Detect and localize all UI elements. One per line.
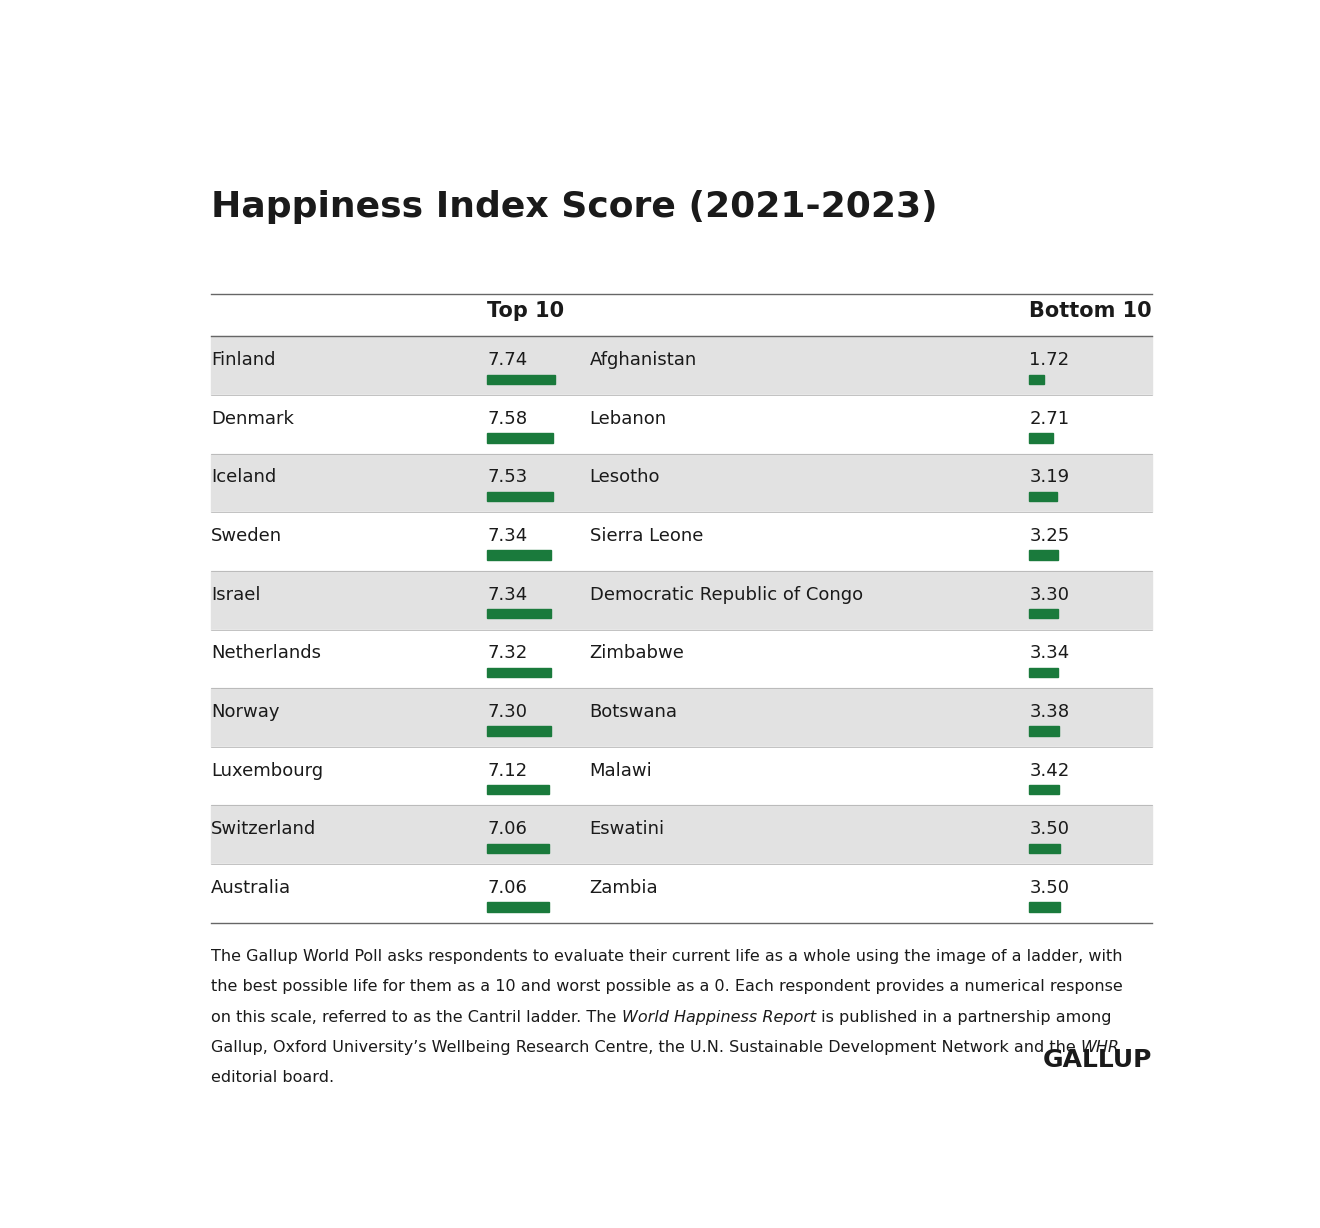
Text: Happiness Index Score (2021-2023): Happiness Index Score (2021-2023) bbox=[211, 190, 937, 223]
Text: Bottom 10: Bottom 10 bbox=[1030, 301, 1152, 321]
Text: Botswana: Botswana bbox=[590, 702, 677, 721]
Text: 7.34: 7.34 bbox=[487, 586, 528, 604]
Text: The Gallup World Poll asks respondents to evaluate their current life as a whole: The Gallup World Poll asks respondents t… bbox=[211, 949, 1122, 964]
Text: Switzerland: Switzerland bbox=[211, 820, 317, 839]
Text: editorial board.: editorial board. bbox=[211, 1071, 334, 1086]
Text: Norway: Norway bbox=[211, 702, 280, 721]
Text: Zambia: Zambia bbox=[590, 879, 659, 896]
Text: 3.50: 3.50 bbox=[1030, 879, 1069, 896]
Text: 7.06: 7.06 bbox=[487, 879, 527, 896]
Text: Gallup, Oxford University’s Wellbeing Research Centre, the U.N. Sustainable Deve: Gallup, Oxford University’s Wellbeing Re… bbox=[211, 1040, 1081, 1055]
Text: 3.25: 3.25 bbox=[1030, 527, 1069, 545]
Bar bbox=[1030, 785, 1059, 795]
Text: 2.71: 2.71 bbox=[1030, 410, 1069, 427]
Text: Democratic Republic of Congo: Democratic Republic of Congo bbox=[590, 586, 863, 604]
Text: Top 10: Top 10 bbox=[487, 301, 565, 321]
Bar bbox=[487, 433, 553, 442]
Text: Luxembourg: Luxembourg bbox=[211, 761, 323, 780]
Text: 7.53: 7.53 bbox=[487, 468, 528, 486]
Bar bbox=[1030, 491, 1057, 501]
Bar bbox=[487, 785, 549, 795]
Bar bbox=[1030, 844, 1060, 853]
Text: World Happiness Report: World Happiness Report bbox=[622, 1009, 816, 1024]
Bar bbox=[211, 865, 1152, 922]
Bar bbox=[487, 903, 549, 911]
Text: Sweden: Sweden bbox=[211, 527, 282, 545]
Text: Lesotho: Lesotho bbox=[590, 468, 660, 486]
Text: Australia: Australia bbox=[211, 879, 292, 896]
Text: 3.50: 3.50 bbox=[1030, 820, 1069, 839]
Text: 3.30: 3.30 bbox=[1030, 586, 1069, 604]
Bar bbox=[487, 726, 550, 736]
Bar bbox=[211, 336, 1152, 395]
Text: Netherlands: Netherlands bbox=[211, 645, 321, 662]
Text: Finland: Finland bbox=[211, 351, 276, 370]
Bar bbox=[1030, 726, 1059, 736]
Text: Lebanon: Lebanon bbox=[590, 410, 667, 427]
Bar bbox=[1030, 609, 1059, 619]
Text: WHR: WHR bbox=[1081, 1040, 1119, 1055]
Text: Afghanistan: Afghanistan bbox=[590, 351, 697, 370]
Text: 7.30: 7.30 bbox=[487, 702, 527, 721]
Bar bbox=[1030, 433, 1053, 442]
Text: 7.06: 7.06 bbox=[487, 820, 527, 839]
Bar bbox=[211, 453, 1152, 512]
Text: 7.74: 7.74 bbox=[487, 351, 528, 370]
Text: 7.34: 7.34 bbox=[487, 527, 528, 545]
Text: 7.32: 7.32 bbox=[487, 645, 528, 662]
Text: 1.72: 1.72 bbox=[1030, 351, 1069, 370]
Text: Sierra Leone: Sierra Leone bbox=[590, 527, 704, 545]
Bar bbox=[487, 491, 553, 501]
Text: the best possible life for them as a 10 and worst possible as a 0. Each responde: the best possible life for them as a 10 … bbox=[211, 980, 1123, 995]
Bar bbox=[487, 375, 554, 384]
Text: Iceland: Iceland bbox=[211, 468, 276, 486]
Bar bbox=[211, 395, 1152, 453]
Text: Israel: Israel bbox=[211, 586, 260, 604]
Bar bbox=[211, 688, 1152, 747]
Text: is published in a partnership among: is published in a partnership among bbox=[816, 1009, 1111, 1024]
Text: 7.12: 7.12 bbox=[487, 761, 528, 780]
Bar bbox=[211, 806, 1152, 865]
Text: 7.58: 7.58 bbox=[487, 410, 528, 427]
Bar bbox=[211, 630, 1152, 688]
Bar bbox=[211, 512, 1152, 571]
Bar bbox=[1030, 903, 1060, 911]
Bar bbox=[1030, 375, 1044, 384]
Text: on this scale, referred to as the Cantril ladder. The: on this scale, referred to as the Cantri… bbox=[211, 1009, 622, 1024]
Bar bbox=[1030, 550, 1057, 560]
Text: 3.38: 3.38 bbox=[1030, 702, 1069, 721]
Bar bbox=[487, 609, 550, 619]
Text: 3.34: 3.34 bbox=[1030, 645, 1069, 662]
Text: GALLUP: GALLUP bbox=[1043, 1049, 1152, 1072]
Text: Malawi: Malawi bbox=[590, 761, 652, 780]
Bar bbox=[211, 747, 1152, 806]
Bar bbox=[1030, 668, 1059, 677]
Bar bbox=[487, 550, 550, 560]
Text: 3.19: 3.19 bbox=[1030, 468, 1069, 486]
Text: Denmark: Denmark bbox=[211, 410, 294, 427]
Text: Eswatini: Eswatini bbox=[590, 820, 665, 839]
Text: 3.42: 3.42 bbox=[1030, 761, 1069, 780]
Bar bbox=[487, 668, 550, 677]
Bar bbox=[487, 844, 549, 853]
Bar bbox=[211, 571, 1152, 630]
Text: Zimbabwe: Zimbabwe bbox=[590, 645, 684, 662]
